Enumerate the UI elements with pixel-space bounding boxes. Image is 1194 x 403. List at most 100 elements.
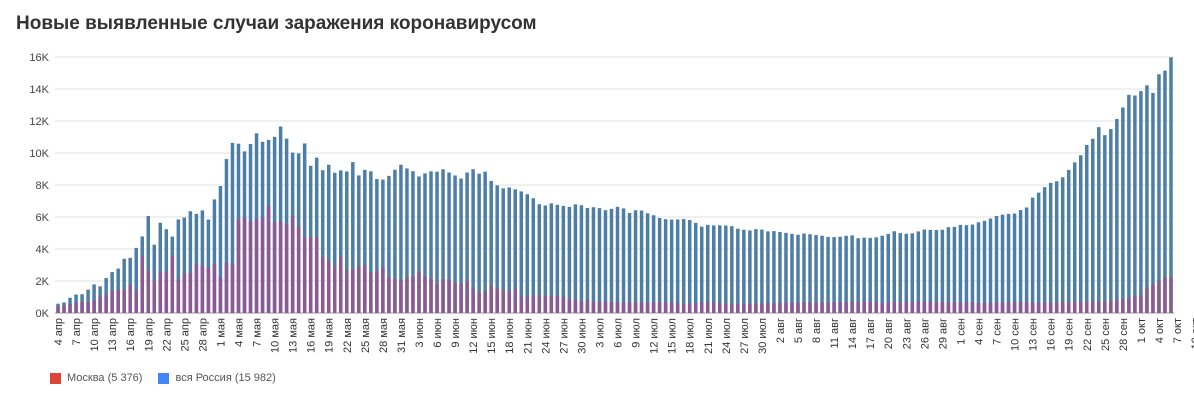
bar-russia[interactable]	[447, 172, 451, 313]
bar-russia[interactable]	[543, 205, 548, 313]
bar-russia[interactable]	[898, 233, 903, 313]
bar-russia[interactable]	[375, 179, 379, 313]
bar-russia[interactable]	[934, 230, 939, 313]
bar-moscow[interactable]	[724, 303, 728, 313]
bar-moscow[interactable]	[651, 302, 656, 313]
bar-moscow[interactable]	[399, 280, 403, 313]
bar-moscow[interactable]	[856, 301, 860, 313]
bar-moscow[interactable]	[1133, 296, 1137, 313]
bar-moscow[interactable]	[224, 262, 229, 313]
bar-russia[interactable]	[146, 216, 150, 313]
bar-russia[interactable]	[176, 219, 181, 313]
bar-moscow[interactable]	[796, 302, 800, 313]
bar-russia[interactable]	[880, 235, 884, 313]
bar-russia[interactable]	[561, 205, 566, 313]
bar-russia[interactable]	[639, 210, 644, 313]
bar-moscow[interactable]	[609, 302, 614, 313]
bar-moscow[interactable]	[976, 303, 981, 313]
bar-russia[interactable]	[832, 237, 836, 313]
bar-russia[interactable]	[411, 171, 415, 313]
bar-russia[interactable]	[591, 207, 596, 313]
bar-russia[interactable]	[1054, 181, 1059, 313]
bar-moscow[interactable]	[1066, 302, 1071, 313]
bar-moscow[interactable]	[988, 303, 993, 313]
bar-moscow[interactable]	[1030, 302, 1035, 313]
bar-moscow[interactable]	[80, 301, 84, 313]
bar-moscow[interactable]	[477, 292, 481, 313]
bar-russia[interactable]	[585, 208, 590, 313]
bar-moscow[interactable]	[952, 302, 957, 313]
bar-russia[interactable]	[603, 210, 608, 313]
bar-russia[interactable]	[988, 218, 993, 313]
bar-moscow[interactable]	[1151, 284, 1155, 313]
bar-moscow[interactable]	[591, 301, 596, 313]
bar-moscow[interactable]	[567, 299, 572, 313]
bar-moscow[interactable]	[326, 261, 331, 313]
bar-moscow[interactable]	[152, 280, 157, 313]
bar-russia[interactable]	[483, 171, 487, 313]
bar-russia[interactable]	[465, 172, 469, 313]
bar-moscow[interactable]	[543, 296, 548, 313]
bar-moscow[interactable]	[381, 267, 385, 313]
bar-moscow[interactable]	[1036, 302, 1041, 313]
bar-russia[interactable]	[826, 237, 830, 313]
bar-moscow[interactable]	[320, 256, 325, 313]
bar-russia[interactable]	[982, 220, 987, 313]
bar-russia[interactable]	[814, 235, 818, 313]
bar-russia[interactable]	[320, 170, 325, 313]
bar-russia[interactable]	[597, 208, 602, 313]
bar-moscow[interactable]	[633, 302, 638, 313]
bar-russia[interactable]	[567, 206, 572, 313]
bar-russia[interactable]	[429, 171, 433, 313]
bar-russia[interactable]	[645, 213, 650, 313]
bar-russia[interactable]	[940, 229, 945, 313]
bar-russia[interactable]	[748, 230, 752, 313]
bar-moscow[interactable]	[357, 266, 361, 313]
bar-russia[interactable]	[417, 176, 421, 313]
bar-moscow[interactable]	[471, 288, 475, 313]
bar-moscow[interactable]	[56, 306, 60, 313]
bar-moscow[interactable]	[549, 295, 554, 313]
bar-russia[interactable]	[302, 143, 307, 313]
legend-item-moscow[interactable]: Москва (5 376)	[50, 372, 142, 384]
bar-russia[interactable]	[681, 219, 686, 313]
bar-russia[interactable]	[549, 203, 554, 313]
bar-moscow[interactable]	[1012, 301, 1017, 313]
bar-moscow[interactable]	[1163, 277, 1167, 313]
bar-russia[interactable]	[706, 224, 710, 313]
bar-russia[interactable]	[1000, 214, 1005, 313]
bar-moscow[interactable]	[345, 270, 349, 313]
bar-moscow[interactable]	[296, 226, 301, 313]
bar-russia[interactable]	[477, 173, 481, 313]
bar-russia[interactable]	[212, 199, 217, 313]
bar-moscow[interactable]	[826, 302, 830, 313]
bar-moscow[interactable]	[98, 296, 102, 313]
bar-moscow[interactable]	[387, 277, 391, 313]
bar-russia[interactable]	[874, 237, 878, 313]
bar-moscow[interactable]	[916, 301, 921, 313]
bar-moscow[interactable]	[657, 302, 662, 313]
bar-moscow[interactable]	[1079, 301, 1083, 313]
bar-russia[interactable]	[844, 235, 848, 313]
bar-russia[interactable]	[134, 247, 138, 313]
bar-moscow[interactable]	[772, 303, 776, 313]
bar-moscow[interactable]	[164, 271, 169, 313]
bar-russia[interactable]	[86, 289, 90, 313]
bar-russia[interactable]	[326, 164, 331, 313]
bar-russia[interactable]	[892, 231, 896, 313]
bar-moscow[interactable]	[140, 255, 144, 313]
bar-moscow[interactable]	[1157, 280, 1161, 313]
bar-moscow[interactable]	[736, 303, 740, 313]
bar-russia[interactable]	[507, 187, 511, 313]
bar-russia[interactable]	[730, 226, 734, 313]
bar-moscow[interactable]	[832, 302, 836, 313]
bar-russia[interactable]	[850, 235, 854, 313]
bar-moscow[interactable]	[284, 224, 289, 313]
bar-russia[interactable]	[345, 171, 349, 313]
bar-moscow[interactable]	[429, 278, 433, 313]
bar-russia[interactable]	[820, 235, 824, 313]
bar-moscow[interactable]	[573, 299, 578, 313]
bar-russia[interactable]	[1012, 213, 1017, 313]
bar-moscow[interactable]	[104, 295, 108, 313]
bar-moscow[interactable]	[248, 221, 253, 313]
